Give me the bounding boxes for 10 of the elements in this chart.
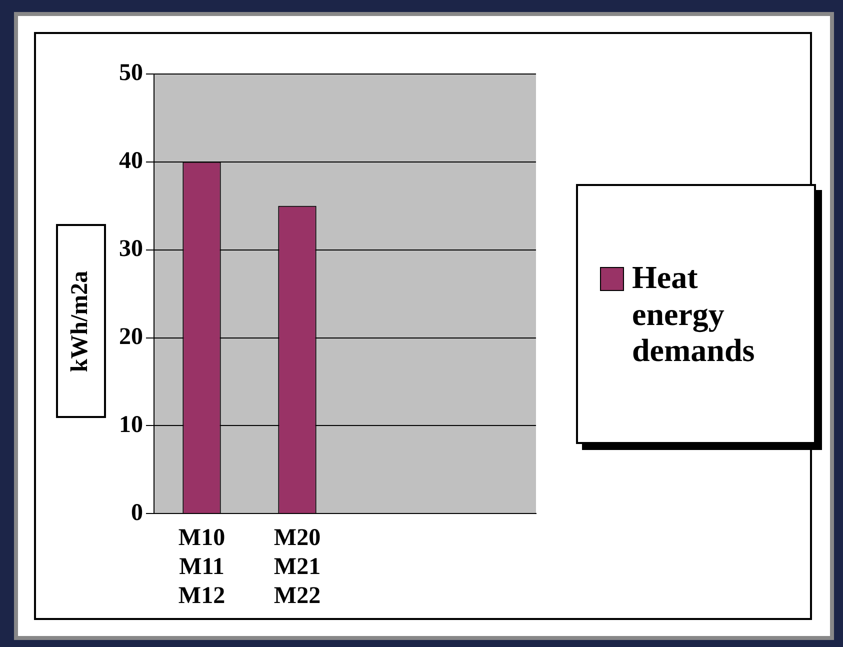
y-tick-label: 50 [119, 60, 143, 86]
y-axis-title: kWh/m2a [68, 270, 94, 372]
y-tick-label: 30 [119, 236, 143, 262]
y-tick-label: 0 [131, 500, 143, 526]
y-tick-label: 40 [119, 148, 143, 174]
legend-label: Heat energy demands [632, 258, 756, 370]
x-tick-label: M20 M21 M22 [274, 525, 321, 609]
y-tick-label: 10 [119, 412, 143, 438]
x-tick-label: M10 M11 M12 [178, 525, 226, 609]
y-tick-label: 20 [119, 324, 143, 350]
